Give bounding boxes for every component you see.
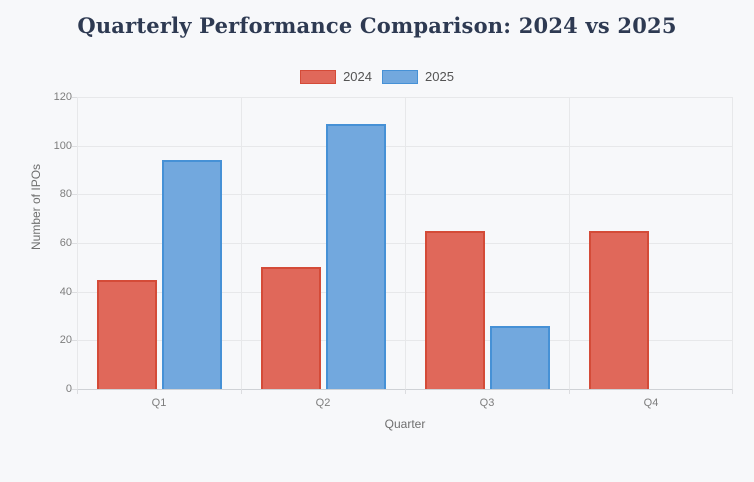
legend-item-2025[interactable]: 2025 — [382, 69, 454, 84]
bar-2025-Q2 — [325, 123, 386, 389]
y-tick-mark — [72, 194, 77, 196]
legend-swatch-2025 — [382, 69, 418, 84]
y-tick-label-100: 100 — [53, 139, 72, 152]
x-tick-mark — [569, 389, 570, 394]
legend-swatch-2024 — [300, 69, 337, 84]
x-tick-mark — [732, 389, 733, 394]
y-tick-label-40: 40 — [59, 285, 72, 298]
chart-title: Quarterly Performance Comparison: 2024 v… — [77, 13, 677, 38]
legend: 2024 2025 — [0, 69, 754, 84]
bar-2024-Q3 — [424, 230, 485, 389]
legend-item-2024[interactable]: 2024 — [300, 69, 372, 84]
y-tick-mark — [72, 389, 77, 390]
gridline-v — [405, 97, 406, 389]
gridline-v — [77, 97, 78, 389]
y-tick-label-120: 120 — [53, 91, 72, 103]
y-tick-mark — [72, 97, 77, 98]
bar-2024-Q1 — [96, 279, 157, 389]
x-axis-title: Quarter — [384, 417, 426, 431]
y-tick-label-60: 60 — [59, 237, 72, 249]
y-tick-mark — [72, 340, 77, 342]
x-tick-mark — [405, 389, 406, 394]
y-tick-label-0: 0 — [65, 383, 72, 395]
x-tick-mark — [77, 389, 78, 394]
x-tick-label-Q2: Q2 — [315, 397, 331, 409]
plot-area: 0 20 40 60 80 100 120 Q1 Q2 Q3 Q4 — [54, 92, 733, 409]
bar-2024-Q4 — [588, 230, 649, 389]
x-tick-label-Q4: Q4 — [643, 397, 659, 409]
y-axis-title: Number of IPOs — [29, 163, 43, 250]
bar-2024-Q2 — [260, 267, 321, 389]
y-tick-label-20: 20 — [59, 334, 72, 347]
legend-label-2025: 2025 — [425, 69, 454, 84]
x-tick-mark — [241, 389, 242, 394]
x-tick-label-Q3: Q3 — [479, 397, 495, 409]
y-tick-label-80: 80 — [59, 188, 72, 201]
legend-label-2024: 2024 — [343, 69, 372, 84]
y-tick-mark — [72, 145, 77, 147]
gridline-v — [241, 97, 242, 389]
y-tick-mark — [72, 243, 77, 244]
x-tick-label-Q1: Q1 — [151, 397, 167, 409]
y-tick-mark — [72, 291, 77, 293]
bar-2025-Q1 — [161, 160, 222, 389]
bar-2025-Q3 — [489, 325, 550, 389]
gridline-v — [732, 97, 733, 389]
gridline-v — [569, 97, 570, 389]
